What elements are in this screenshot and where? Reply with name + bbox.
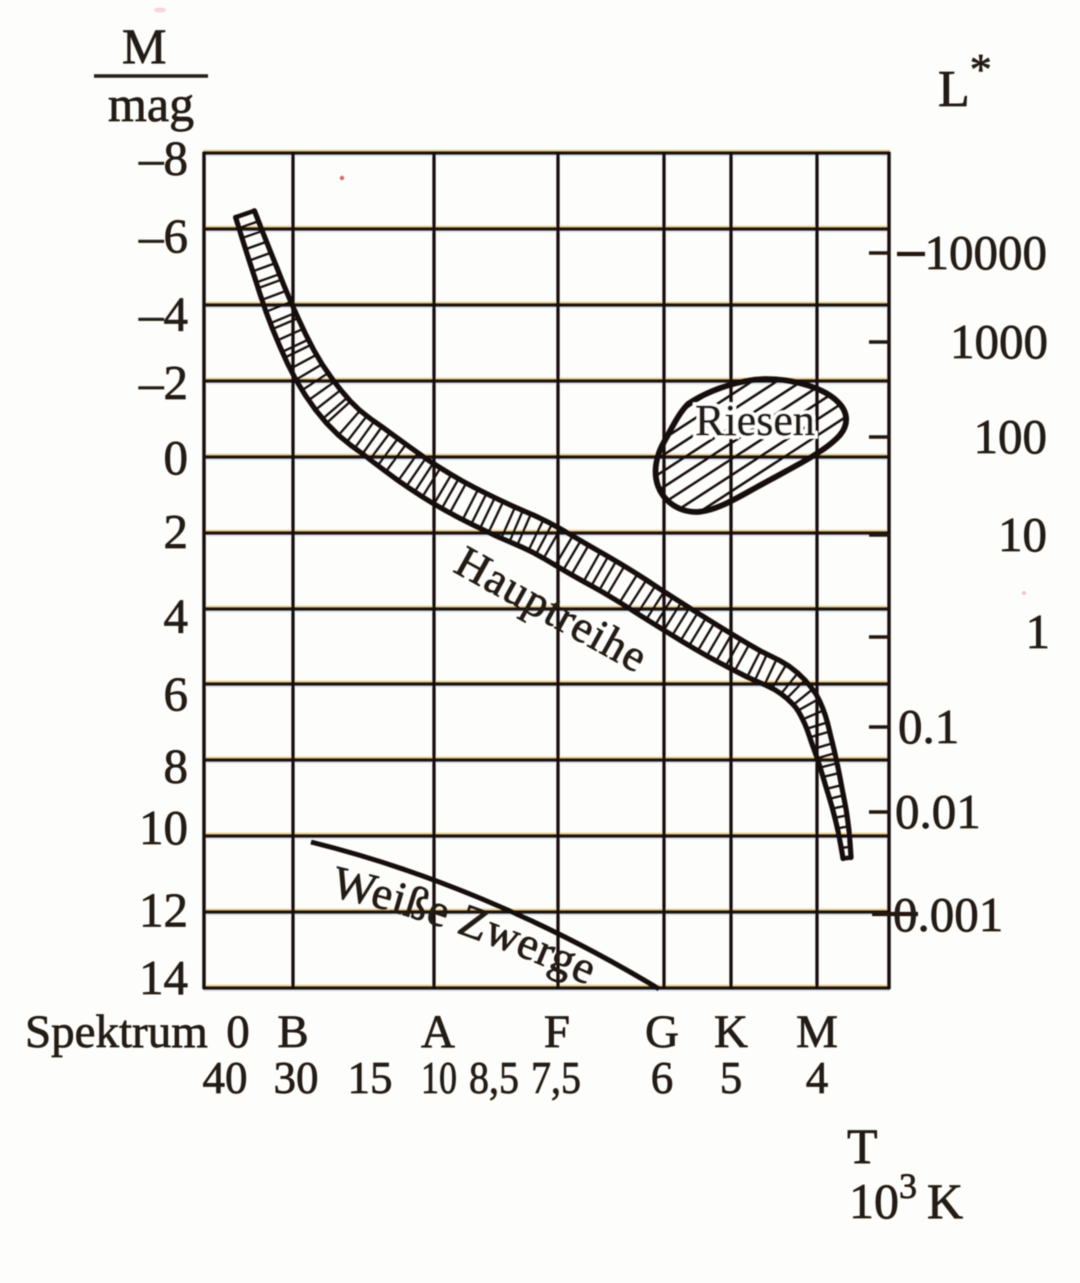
svg-text:Spektrum: Spektrum xyxy=(25,1006,208,1058)
svg-text:4: 4 xyxy=(164,589,189,644)
svg-text:6: 6 xyxy=(164,667,189,722)
svg-text:1000: 1000 xyxy=(950,314,1048,369)
svg-text:0.1: 0.1 xyxy=(898,699,959,754)
svg-text:6: 6 xyxy=(651,1053,674,1103)
svg-text:10: 10 xyxy=(421,1053,457,1103)
svg-text:Riesen: Riesen xyxy=(695,396,815,445)
svg-text:14: 14 xyxy=(139,950,188,1005)
svg-text:8,5: 8,5 xyxy=(469,1053,519,1103)
svg-text:10: 10 xyxy=(998,507,1047,562)
svg-text:2: 2 xyxy=(164,504,189,559)
svg-text:1: 1 xyxy=(1026,604,1051,659)
svg-text:7,5: 7,5 xyxy=(531,1053,581,1103)
svg-text:12: 12 xyxy=(139,883,188,938)
svg-text:–6: –6 xyxy=(138,209,188,264)
svg-text:30: 30 xyxy=(274,1053,319,1103)
svg-text:0: 0 xyxy=(226,1006,250,1058)
svg-text:–4: –4 xyxy=(138,287,188,342)
svg-text:T: T xyxy=(847,1118,878,1174)
svg-text:Riesen: Riesen xyxy=(695,396,815,445)
svg-text:0.01: 0.01 xyxy=(895,784,981,839)
svg-text:A: A xyxy=(421,1006,455,1058)
svg-text:0.001: 0.001 xyxy=(893,887,1003,942)
svg-text:M: M xyxy=(122,18,166,74)
svg-text:B: B xyxy=(277,1006,308,1058)
svg-text:5: 5 xyxy=(720,1053,743,1103)
svg-text:100: 100 xyxy=(974,409,1048,464)
svg-text:10: 10 xyxy=(139,800,188,855)
svg-text:4: 4 xyxy=(806,1053,829,1103)
svg-text:15: 15 xyxy=(348,1053,393,1103)
svg-text:0: 0 xyxy=(164,430,189,485)
svg-text:K: K xyxy=(714,1006,748,1058)
svg-text:10000: 10000 xyxy=(925,225,1048,280)
svg-text:–8: –8 xyxy=(138,131,188,186)
svg-text:G: G xyxy=(645,1006,679,1058)
svg-text:M: M xyxy=(796,1006,838,1058)
svg-text:40: 40 xyxy=(203,1053,248,1103)
svg-text:–2: –2 xyxy=(138,355,188,410)
svg-text:mag: mag xyxy=(108,76,194,132)
svg-text:8: 8 xyxy=(164,739,189,794)
svg-text:F: F xyxy=(544,1006,570,1058)
